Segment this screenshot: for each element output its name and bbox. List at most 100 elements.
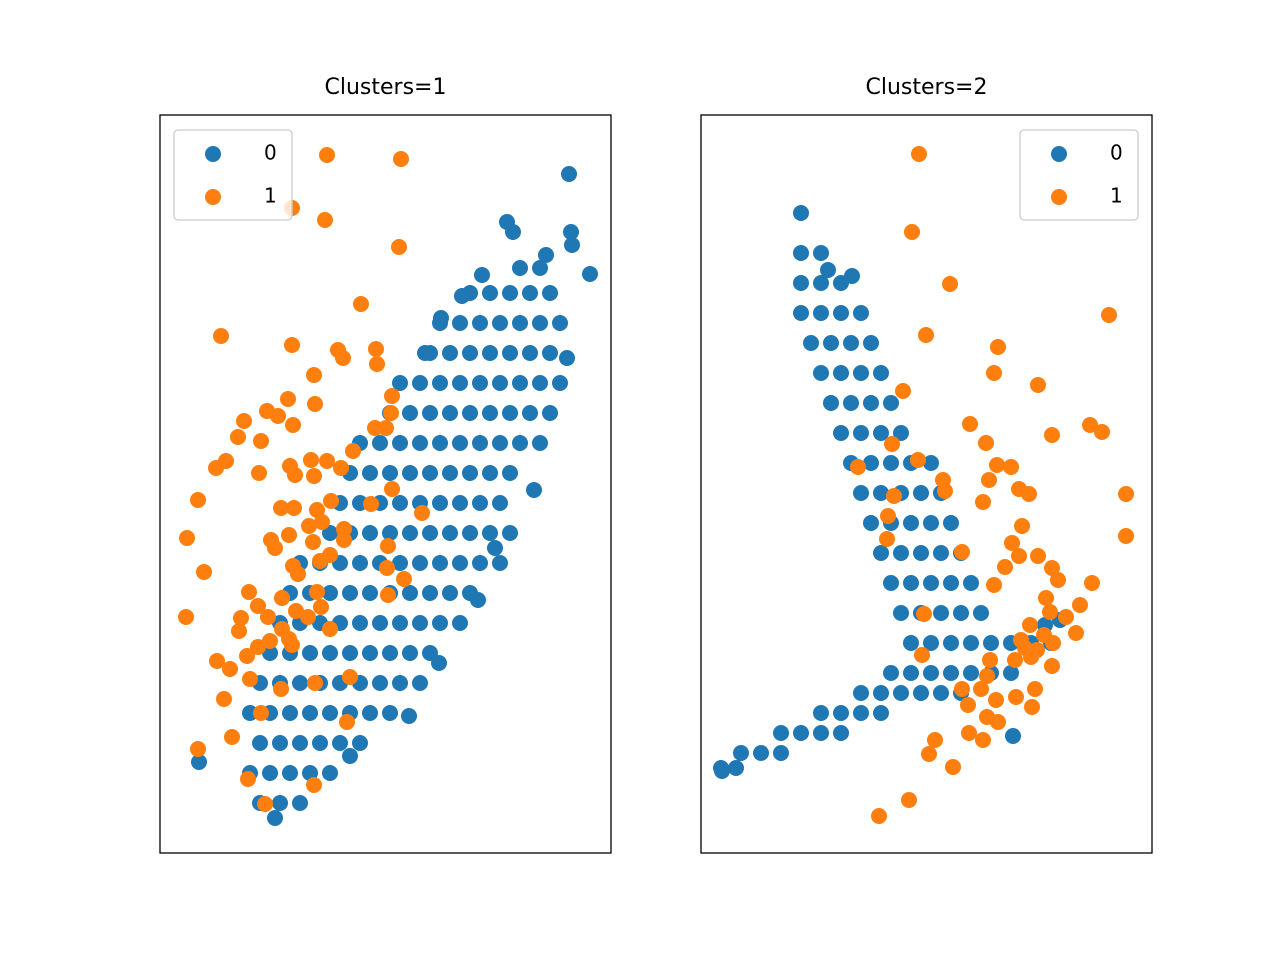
scatter-point [933,685,949,701]
scatter-point [913,485,929,501]
scatter-point [422,525,438,541]
scatter-point [273,500,289,516]
scatter-point [393,151,409,167]
scatter-point [472,555,488,571]
scatter-point [1038,590,1054,606]
scatter-point [873,685,889,701]
scatter-point [986,365,1002,381]
scatter-point [1082,417,1098,433]
scatter-point [452,555,468,571]
scatter-point [382,525,398,541]
scatter-point [753,745,769,761]
scatter-point [470,592,486,608]
scatter-point [1072,597,1088,613]
scatter-point [773,745,789,761]
scatter-point [452,435,468,451]
scatter-point [532,315,548,331]
scatter-point [813,275,829,291]
scatter-point [1045,635,1061,651]
scatter-point [482,405,498,421]
scatter-point [833,425,849,441]
scatter-point [1118,486,1134,502]
axes-frame [700,114,1153,854]
scatter-point [273,681,289,697]
scatter-point [813,305,829,321]
scatter-point [288,603,304,619]
scatter-point [963,665,979,681]
scatter-point [382,465,398,481]
scatter-point [196,564,212,580]
scatter-point [412,555,428,571]
scatter-point [342,585,358,601]
scatter-point [512,315,528,331]
scatter-point [853,425,869,441]
scatter-point [853,365,869,381]
scatter-point [336,532,352,548]
scatter-point [307,675,323,691]
scatter-point [879,531,895,547]
scatter-point [823,335,839,351]
scatter-point [975,732,991,748]
scatter-point [472,375,488,391]
scatter-point [883,395,899,411]
scatter-point [303,452,319,468]
scatter-point [532,260,548,276]
scatter-point [442,465,458,481]
scatter-point [286,500,302,516]
scatter-point [502,285,518,301]
scatter-point [895,383,911,399]
legend-box [173,129,293,221]
scatter-point [526,482,542,498]
scatter-point [893,685,909,701]
scatter-point [542,345,558,361]
scatter-point [392,555,408,571]
scatter-point [833,725,849,741]
scatter-point [282,705,298,721]
scatter-point [322,621,338,637]
scatter-point [813,705,829,721]
scatter-point [412,615,428,631]
scatter-point [1022,617,1038,633]
scatter-point [336,521,352,537]
scatter-point [442,585,458,601]
scatter-point [442,405,458,421]
scatter-point [442,525,458,541]
scatter-point [728,760,744,776]
scatter-point [927,732,943,748]
scatter-point [853,685,869,701]
scatter-point [954,544,970,560]
scatter-point [989,457,1005,473]
scatter-point [482,345,498,361]
scatter-point [309,502,325,518]
scatter-point [582,266,598,282]
legend-label: 1 [264,184,277,208]
scatter-point [911,146,927,162]
scatter-point [352,555,368,571]
scatter-point [322,525,338,541]
scatter-point [961,725,977,741]
scatter-point [209,653,225,669]
scatter-point [281,527,297,543]
scatter-point [452,315,468,331]
scatter-point [391,239,407,255]
scatter-point [853,305,869,321]
scatter-point [522,345,538,361]
scatter-point [880,508,896,524]
scatter-point [1027,681,1043,697]
scatter-point [913,545,929,561]
scatter-point [252,735,268,751]
scatter-point [833,305,849,321]
scatter-point [431,655,447,671]
scatter-point [844,268,860,284]
scatter-point [923,665,939,681]
scatter-point [190,492,206,508]
scatter-point [454,288,470,304]
scatter-point [191,754,207,770]
scatter-point [813,245,829,261]
scatter-point [282,765,298,781]
scatter-point [563,224,579,240]
scatter-point [402,465,418,481]
scatter-point [943,635,959,651]
scatter-point [382,645,398,661]
scatter-point [1068,625,1084,641]
